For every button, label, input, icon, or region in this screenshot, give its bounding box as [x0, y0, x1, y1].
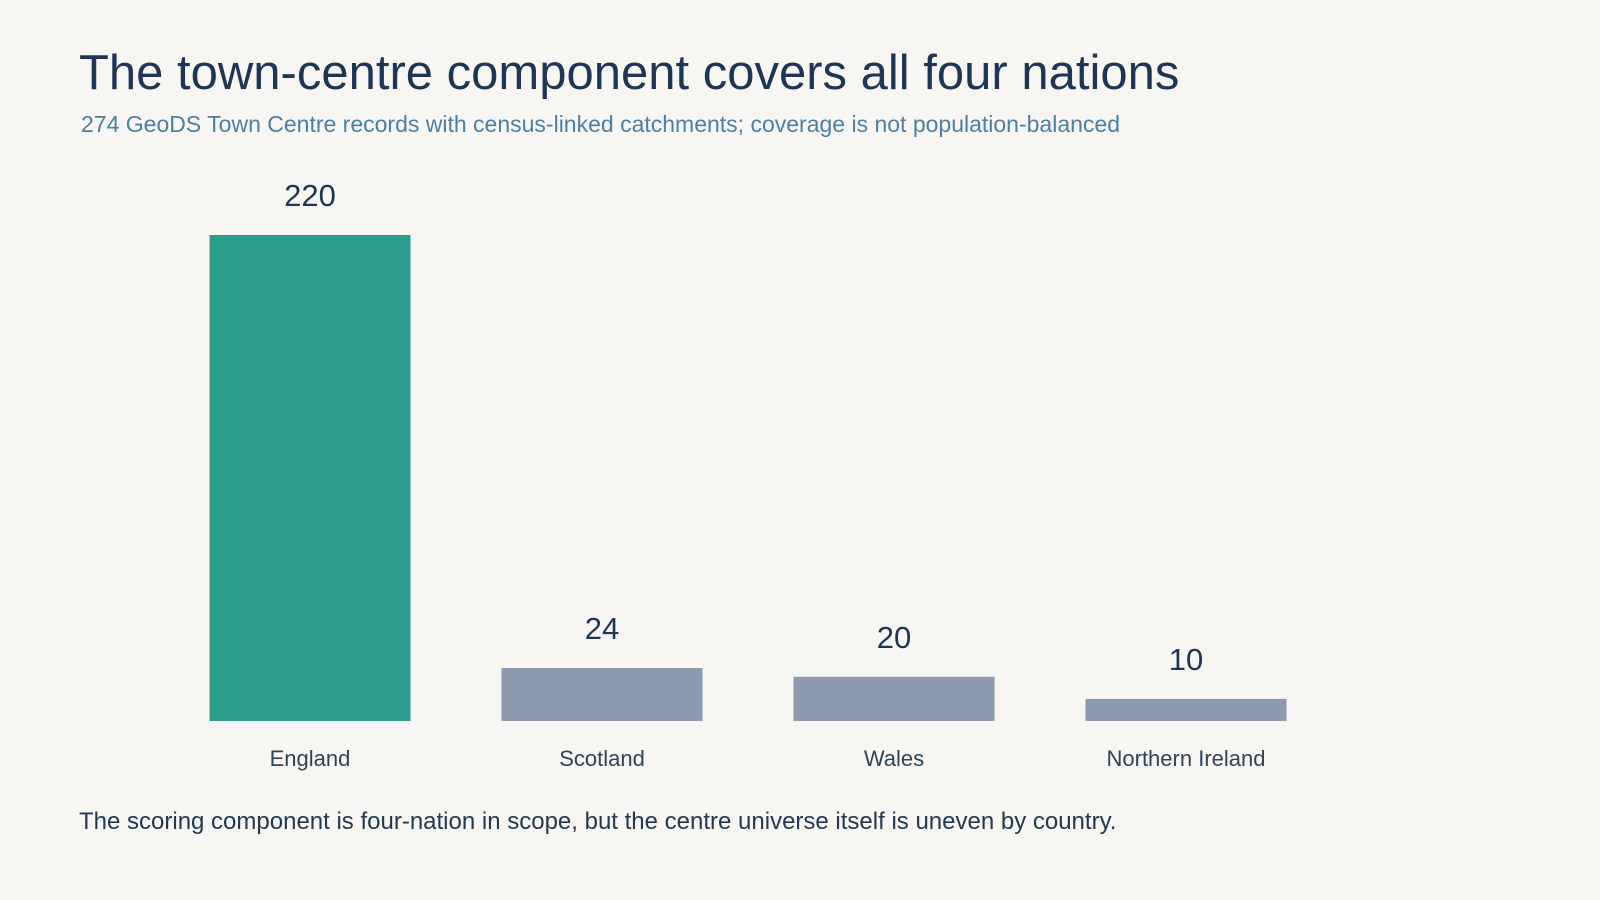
- bar-northern-ireland: [1085, 698, 1287, 721]
- bar-wales: [793, 676, 995, 721]
- bar-chart: 220 England 24 Scotland 20 Wales 10 Northern Ir…: [209, 178, 1287, 771]
- value-label-wales: 20: [877, 620, 911, 655]
- value-label-northern-ireland: 10: [1169, 642, 1203, 677]
- chart-subtitle: 274 GeoDS Town Centre records with censu…: [81, 111, 1120, 137]
- category-label-england: England: [270, 746, 351, 771]
- value-label-england: 220: [284, 178, 336, 213]
- bar-england: [209, 235, 411, 721]
- chart-title: The town-centre component covers all fou…: [79, 46, 1180, 100]
- category-label-scotland: Scotland: [559, 746, 645, 771]
- chart-footnote: The scoring component is four-nation in …: [79, 808, 1117, 835]
- value-label-scotland: 24: [585, 611, 619, 646]
- bar-scotland: [501, 667, 703, 721]
- category-label-northern-ireland: Northern Ireland: [1107, 746, 1266, 771]
- category-label-wales: Wales: [864, 746, 924, 771]
